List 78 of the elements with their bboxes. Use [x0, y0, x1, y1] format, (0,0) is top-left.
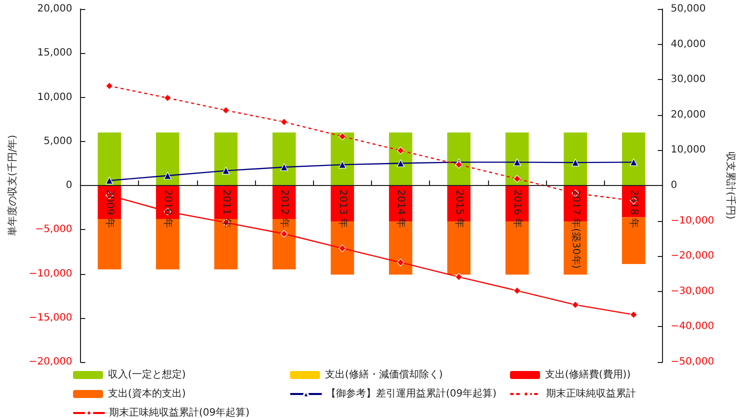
x-tick-label: 2015 年: [453, 190, 466, 228]
y2-tick-label: −50,000: [670, 356, 714, 368]
x-tick-label: 2011 年: [220, 190, 232, 228]
point: [396, 146, 404, 154]
bar: [272, 219, 296, 270]
y-tick-label: 20,000: [37, 4, 72, 14]
bar: [156, 219, 180, 270]
point: [396, 258, 404, 266]
bar: [622, 217, 646, 264]
point: [164, 94, 172, 102]
bar: [156, 132, 180, 186]
y-tick-label: −5,000: [35, 224, 72, 236]
y2-tick-label: −10,000: [670, 215, 714, 226]
point: [630, 310, 638, 318]
point: [280, 118, 288, 126]
point: [164, 172, 172, 180]
legend-label: 期末正味純収益累計(09年起算): [109, 406, 250, 418]
y-tick-label: −15,000: [28, 312, 72, 324]
point: [106, 82, 114, 90]
y-tick-label: 0: [66, 180, 72, 191]
x-tick-label: 2018 年: [628, 190, 640, 228]
legend-label: 期末正味純収益累計: [546, 388, 636, 400]
bar: [622, 132, 646, 186]
y2-tick-label: 50,000: [670, 4, 706, 14]
legend-label: 【御参考】差引運用益累計(09年起算): [326, 388, 497, 400]
point: [338, 160, 346, 168]
y-tick-label: −10,000: [28, 268, 72, 280]
point: [513, 286, 521, 294]
point: [338, 244, 346, 252]
x-tick-label: 2016 年: [512, 190, 524, 228]
x-tick-label: 2012 年: [278, 190, 291, 228]
x-tick-label: 2017 年(築30年): [570, 190, 582, 269]
y2-tick-label: −40,000: [670, 321, 714, 332]
bar: [98, 219, 122, 270]
bar: [564, 132, 588, 186]
y-tick-label: 5,000: [44, 136, 72, 147]
bar: [214, 219, 238, 270]
legend-label: 支出(修繕・減価償却除く): [325, 368, 443, 380]
x-tick-label: 2013 年: [336, 190, 349, 228]
point: [455, 160, 463, 168]
point: [396, 159, 404, 168]
y2-tick-label: 20,000: [670, 109, 706, 120]
point: [572, 301, 580, 309]
y-tick-label: 15,000: [37, 48, 72, 59]
legend-label: 支出(資本的支出): [108, 388, 186, 400]
point: [106, 176, 114, 184]
y2-tick-label: −30,000: [670, 286, 714, 297]
x-tick-label: 2009 年: [104, 190, 116, 228]
point: [222, 106, 230, 114]
point: [513, 174, 521, 183]
y-tick-label: −20,000: [28, 356, 72, 368]
point: [280, 163, 288, 171]
point: [222, 166, 230, 174]
bar: [388, 132, 412, 186]
y2-tick-label: 10,000: [670, 144, 706, 156]
y-tick-label: 10,000: [37, 92, 72, 103]
bar: [330, 132, 354, 186]
y2-axis-title: 収支累計(千円): [724, 152, 736, 220]
x-tick-label: 2014 年: [395, 190, 408, 228]
y2-tick-label: −20,000: [670, 250, 714, 262]
bar: [272, 132, 296, 186]
bar: [447, 132, 471, 186]
point: [630, 158, 638, 166]
x-tick-label: 2010 年: [162, 190, 174, 228]
point: [572, 158, 580, 166]
y-axis-title: 単年度の収支(千円/年): [6, 134, 18, 236]
point: [455, 273, 463, 281]
legend-label: 支出(修繕費(費用)): [545, 368, 631, 380]
y2-tick-label: 30,000: [670, 74, 706, 86]
y2-tick-label: 40,000: [670, 38, 706, 50]
bar: [505, 132, 529, 186]
bar: [98, 132, 122, 186]
point: [338, 132, 346, 140]
point: [280, 230, 288, 238]
y2-tick-label: 0: [670, 180, 678, 191]
legend-label: 収入(一定と想定): [108, 368, 186, 380]
bar: [214, 132, 238, 186]
point: [513, 158, 521, 166]
